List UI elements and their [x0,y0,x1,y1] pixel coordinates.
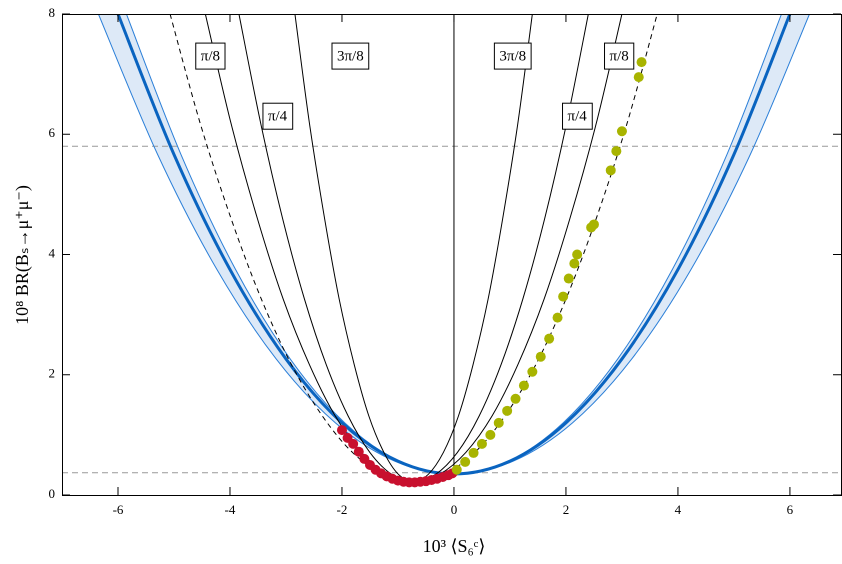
y-tick-label: 6 [49,125,56,140]
scatter-point [336,425,347,436]
scatter-point [605,165,616,176]
annotation-label: 3π/8 [337,49,364,65]
annotation: 3π/8 [493,42,532,70]
x-tick-label: -2 [337,502,348,517]
scatter-point [348,438,359,449]
scatter-point [468,447,479,458]
curve [169,14,658,483]
scatter-point [451,464,462,475]
y-tick-label: 8 [49,5,56,20]
scatter-point [552,312,563,323]
annotation-label: π/4 [568,109,588,125]
x-tick-label: 0 [451,502,458,517]
scatter-point [485,429,496,440]
plot-area [62,14,842,488]
scatter-point [353,446,364,457]
scatter-point [633,72,644,83]
annotation: π/8 [195,42,226,70]
scatter-point [563,273,574,284]
scatter-point [502,405,513,416]
annotation-label: π/4 [268,109,288,125]
y-axis-label: 10⁸ BR(Bₛ→μ⁺μ⁻) [12,185,33,325]
x-tick-label: -4 [225,502,236,517]
annotation-label: π/8 [201,49,220,65]
annotation-box [562,102,593,130]
x-tick-label: 2 [563,502,570,517]
scatter-point [493,417,504,428]
scatter-point [558,291,569,302]
annotation-box [195,42,226,70]
scatter-point [569,258,580,269]
annotation-box [604,42,635,70]
annotation: π/4 [262,102,294,130]
scatter-point [572,249,583,260]
scatter-point [616,126,627,137]
y-tick-label: 0 [49,486,56,501]
annotation: π/8 [604,42,635,70]
annotation: π/4 [562,102,593,130]
scatter-point [518,380,529,391]
scatter-point [544,333,555,344]
annotation-box [331,42,370,70]
scatter-point [460,456,471,467]
scatter-point [636,57,647,68]
scatter-point [527,366,538,377]
annotation-box [262,102,294,130]
scatter-point [510,393,521,404]
scatter-point [476,438,487,449]
scatter-point [588,219,599,230]
scatter-point [611,146,622,157]
annotation-label: π/8 [610,49,629,65]
annotation: 3π/8 [331,42,370,70]
x-axis-label: 10³ ⟨S₆ᶜ⟩ [423,536,486,556]
annotation-label: 3π/8 [499,49,526,65]
x-tick-label: -6 [113,502,124,517]
scatter-point [535,351,546,362]
y-tick-label: 4 [49,245,56,260]
annotation-box [493,42,532,70]
x-tick-label: 4 [675,502,682,517]
y-tick-label: 2 [49,366,56,381]
x-tick-label: 6 [787,502,794,517]
